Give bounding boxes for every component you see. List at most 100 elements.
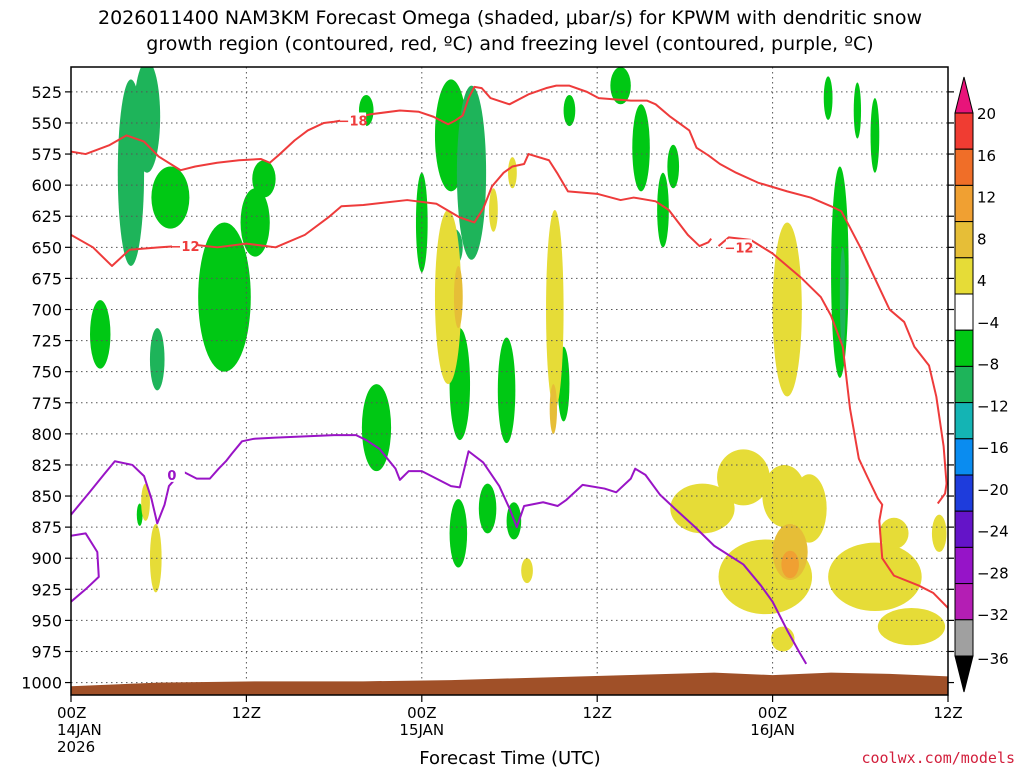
colorbar-tick-2: 12	[977, 189, 996, 207]
red-contour-label-2: −18	[339, 114, 368, 129]
colorbar-tick-3: 8	[977, 230, 987, 248]
terrain-fill	[71, 672, 948, 695]
omega-region-7	[240, 188, 270, 257]
colorbar-tick-9: −20	[977, 481, 1009, 499]
y-tick-label-575: 575	[31, 145, 62, 164]
y-tick-label-625: 625	[31, 207, 62, 226]
plot-area: −12 −12 −18 0	[71, 67, 948, 695]
omega-region-18	[478, 483, 497, 534]
contours: −12 −12 −18 0	[71, 84, 948, 665]
x-tick-date-2: 15JAN	[399, 721, 444, 739]
omega-region-22	[610, 67, 631, 105]
colorbar-box-1	[954, 148, 974, 186]
y-tick-label-825: 825	[31, 456, 62, 475]
omega-region-2	[151, 166, 190, 229]
y-tick-label-875: 875	[31, 518, 62, 537]
omega-region-32	[141, 483, 150, 521]
omega-region-49	[931, 514, 947, 552]
y-tick-label-900: 900	[31, 549, 62, 568]
omega-region-28	[823, 76, 833, 120]
purple-contour-label-bg-0	[158, 466, 185, 482]
colorbar-tick-5: −4	[977, 314, 999, 332]
x-tick-label-1: 12Z	[232, 704, 261, 722]
x-tick-label-2: 00Z	[407, 704, 436, 722]
colorbar-bottom-triangle	[954, 655, 974, 693]
colorbar-box-13	[954, 583, 974, 621]
omega-region-4	[149, 328, 165, 391]
red-contour-1	[717, 236, 948, 609]
colorbar-box-0	[954, 112, 974, 150]
purple-contour-label-0: 0	[167, 469, 176, 484]
colorbar-tick-4: 4	[977, 272, 987, 290]
y-tick-label-775: 775	[31, 394, 62, 413]
omega-region-13	[456, 85, 487, 260]
terrain	[71, 672, 948, 695]
y-tick-label-750: 750	[31, 363, 62, 382]
y-tick-label-550: 550	[31, 114, 62, 133]
omega-region-3	[90, 300, 111, 369]
colorbar-tick-11: −28	[977, 564, 1009, 582]
omega-region-34	[453, 265, 463, 329]
y-tick-label-525: 525	[31, 83, 62, 102]
omega-region-6	[198, 222, 251, 372]
omega-region-27	[839, 247, 846, 347]
omega-region-21	[563, 94, 576, 127]
colorbar-box-3	[954, 221, 974, 259]
omega-region-26	[831, 166, 849, 378]
omega-region-36	[489, 188, 498, 232]
colorbar-tick-1: 16	[977, 147, 996, 165]
omega-region-45	[791, 474, 827, 543]
colorbar-box-11	[954, 510, 974, 548]
x-tick-label-0: 00Z	[57, 704, 86, 722]
plot-frame	[70, 66, 949, 696]
x-tick-label-4: 00Z	[758, 704, 787, 722]
purple-contour-0	[71, 434, 808, 665]
y-tick-label-1000: 1000	[21, 674, 62, 693]
chart-title-line-1: 2026011400 NAM3KM Forecast Omega (shaded…	[98, 7, 922, 29]
omega-region-29	[853, 82, 862, 139]
colorbar-tick-12: −32	[977, 606, 1009, 624]
x-axis-label: Forecast Time (UTC)	[419, 748, 600, 768]
colorbar-tick-0: 20	[977, 105, 996, 123]
colorbar-tick-7: −12	[977, 397, 1009, 415]
colorbar-box-2	[954, 184, 974, 223]
omega-region-37	[546, 210, 564, 409]
omega-region-38	[549, 384, 558, 434]
y-tick-label-850: 850	[31, 487, 62, 506]
omega-region-48	[877, 607, 946, 646]
red-contour-2	[71, 84, 948, 505]
omega-region-47	[879, 517, 909, 549]
omega-region-5	[136, 503, 143, 526]
credit-text: coolwx.com/models	[861, 749, 1015, 767]
y-axis: 525 550 575 600 625 650 675 700 725 750 775 800 825 8…	[21, 83, 954, 693]
x-tick-date-4: 16JAN	[750, 721, 795, 739]
omega-region-31	[149, 524, 162, 593]
y-tick-label-700: 700	[31, 300, 62, 319]
colorbar-tick-13: −36	[977, 650, 1009, 668]
omega-region-25	[667, 144, 680, 189]
omega-region-23	[632, 104, 650, 192]
y-tick-label-725: 725	[31, 332, 62, 351]
colorbar-box-9	[954, 438, 974, 476]
omega-region-16	[449, 499, 468, 568]
x-tick-label-3: 12Z	[583, 704, 612, 722]
chart-title-line-2: growth region (contoured, red, ºC) and f…	[146, 33, 873, 55]
red-contour-label-bg-2	[340, 112, 367, 128]
omega-region-41	[717, 449, 770, 506]
red-contour-0	[71, 153, 712, 267]
colorbar-box-6	[954, 329, 974, 367]
y-tick-label-975: 975	[31, 642, 62, 661]
omega-region-35	[508, 157, 517, 189]
omega-region-46	[828, 542, 922, 612]
omega-region-39	[521, 558, 533, 584]
y-tick-label-600: 600	[31, 176, 62, 195]
y-tick-label-675: 675	[31, 269, 62, 288]
omega-region-17	[497, 337, 516, 444]
x-tick-year-0: 2026	[57, 738, 95, 756]
colorbar-box-10	[954, 474, 974, 512]
omega-region-51	[781, 550, 799, 579]
y-tick-label-650: 650	[31, 238, 62, 257]
omega-region-30	[870, 98, 880, 173]
